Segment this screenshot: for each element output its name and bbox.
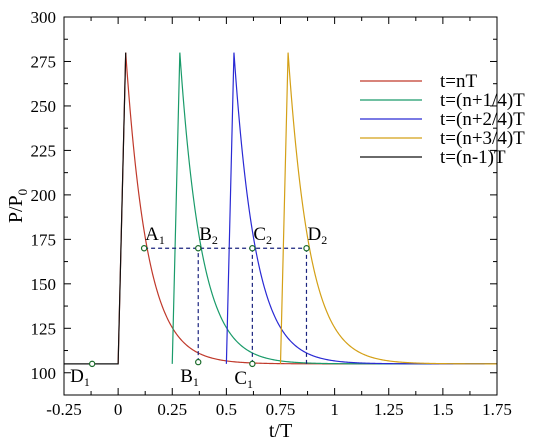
y-tick-label: 250 xyxy=(31,97,57,116)
data-point-label-subscript: 1 xyxy=(193,375,199,389)
legend-entry-label: t=(n+1/4)T xyxy=(440,90,525,111)
data-point-marker xyxy=(303,245,310,252)
y-tick-labels: 100 125 150 175 200 225 250 275 300 xyxy=(31,8,57,383)
x-axis-title: t/T xyxy=(269,420,292,442)
y-tick-label: 300 xyxy=(31,8,57,27)
data-point-label: B2 xyxy=(199,224,218,247)
y-tick-label: 275 xyxy=(31,52,57,71)
x-tick-label: 1.75 xyxy=(482,400,512,419)
legend-entry-label: t=(n+3/4)T xyxy=(440,128,525,149)
data-point-label-main: D xyxy=(70,366,84,387)
axis-ticks-layer xyxy=(63,16,498,395)
legend-entry-label: t=(n+2/4)T xyxy=(440,109,525,130)
y-tick-label: 175 xyxy=(31,230,57,249)
legend-entry-label: t=nT xyxy=(440,71,477,92)
x-tick-labels: -0.25 0 0.25 0.5 0.75 1 1.25 1.5 1.75 xyxy=(46,400,512,419)
x-tick-label: 0 xyxy=(114,400,123,419)
data-point-label-main: C xyxy=(234,368,247,389)
data-point-label-main: B xyxy=(199,224,212,245)
x-tick-label: 0.75 xyxy=(266,400,296,419)
x-tick-label: 0.5 xyxy=(216,400,237,419)
data-point-label: C1 xyxy=(234,368,253,391)
x-tick-label: 0.25 xyxy=(157,400,187,419)
x-tick-label: 1.5 xyxy=(432,400,453,419)
series-line xyxy=(279,52,497,365)
reference-lines-layer xyxy=(144,247,308,364)
data-point-label: D2 xyxy=(307,224,327,247)
x-tick-label: -0.25 xyxy=(46,400,81,419)
data-point-label-subscript: 2 xyxy=(266,233,272,247)
series-layer xyxy=(64,52,497,365)
data-point-label-main: C xyxy=(253,224,266,245)
data-point-label-subscript: 1 xyxy=(84,375,90,389)
data-point-label-main: B xyxy=(180,366,193,387)
legend-entry-label: t=(n-1)T xyxy=(440,147,506,168)
data-point-marker xyxy=(140,245,148,252)
data-point-marker xyxy=(249,245,256,252)
data-point-label: A1 xyxy=(145,224,165,247)
y-axis-title-main: P/P xyxy=(5,195,27,223)
data-point-label-subscript: 2 xyxy=(212,233,218,247)
x-tick-label: 1.25 xyxy=(374,400,404,419)
y-tick-label: 125 xyxy=(31,319,57,338)
legend: t=nTt=(n+1/4)Tt=(n+2/4)Tt=(n+3/4)Tt=(n-1… xyxy=(360,71,525,168)
y-axis-title: P/P0 xyxy=(5,189,30,223)
y-tick-label: 225 xyxy=(31,141,57,160)
data-point-label-subscript: 1 xyxy=(159,233,165,247)
y-tick-label: 100 xyxy=(31,364,57,383)
x-tick-label: 1 xyxy=(330,400,339,419)
data-point-label-main: A xyxy=(145,224,159,245)
data-point-label-main: D xyxy=(307,224,321,245)
series-line xyxy=(64,52,127,365)
y-tick-label: 200 xyxy=(31,186,57,205)
data-point-marker xyxy=(195,358,202,366)
y-axis-title-subscript: 0 xyxy=(15,189,30,196)
data-point-label: D1 xyxy=(70,366,90,389)
data-point-label: B1 xyxy=(180,366,199,389)
data-point-marker xyxy=(249,360,256,368)
y-tick-label: 150 xyxy=(31,275,57,294)
data-point-label-subscript: 2 xyxy=(321,233,327,247)
data-point-label-subscript: 1 xyxy=(247,377,253,391)
data-point-marker xyxy=(88,360,96,368)
data-point-label: C2 xyxy=(253,224,272,247)
plot-frame xyxy=(63,16,498,396)
data-point-marker xyxy=(195,245,202,252)
